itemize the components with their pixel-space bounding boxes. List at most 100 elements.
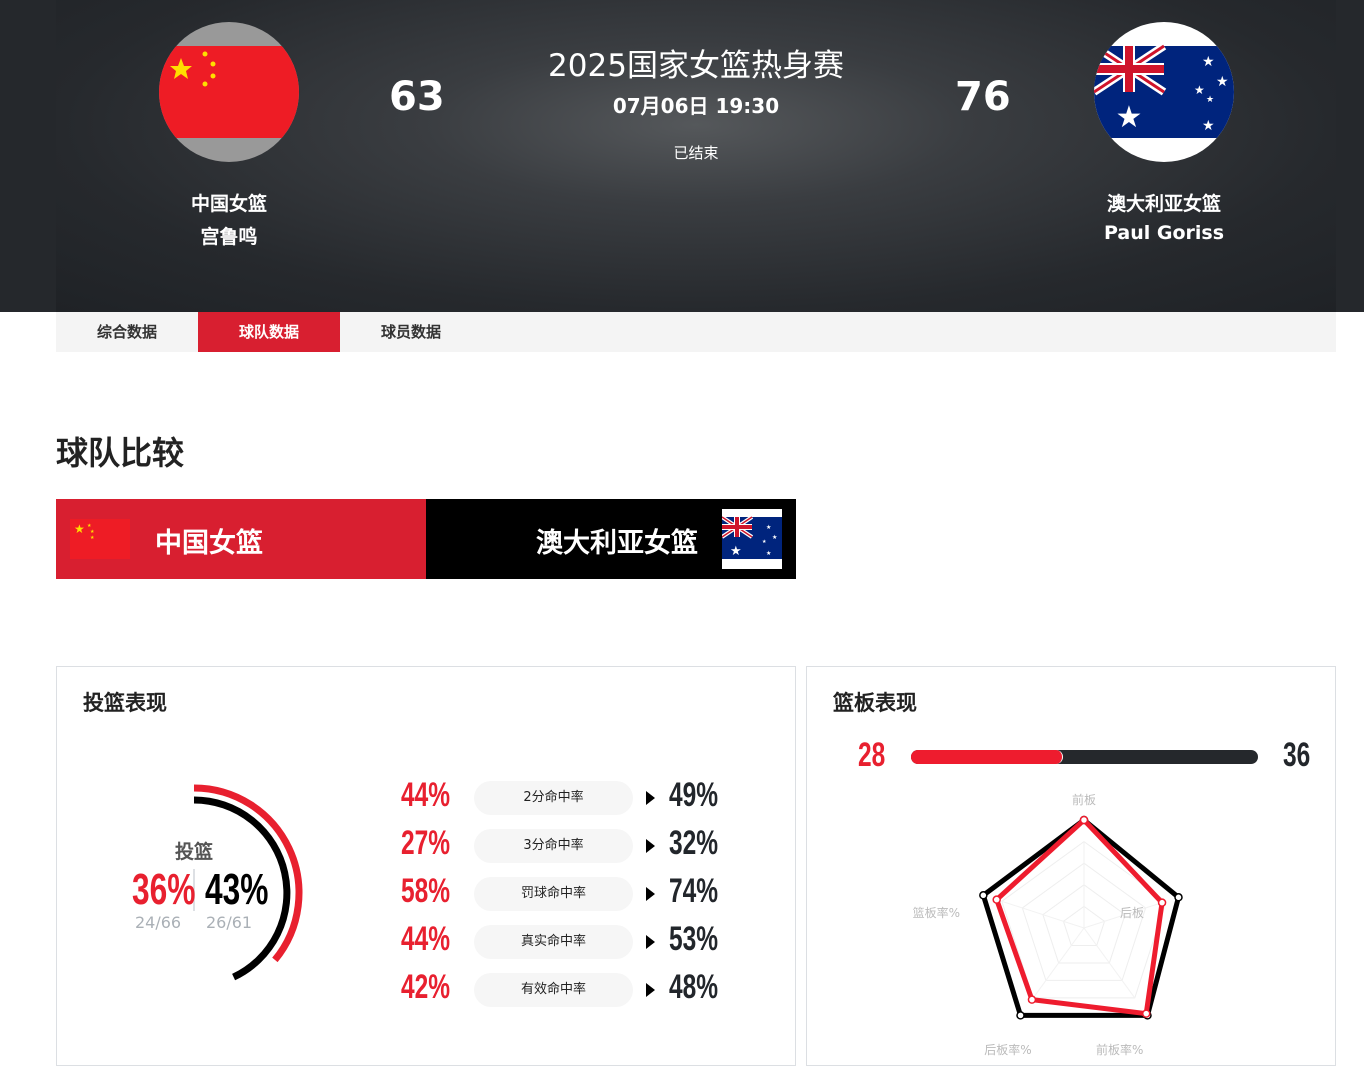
svg-text:★: ★ [1202, 54, 1215, 70]
stat-label: 3分命中率 [474, 829, 633, 863]
home-stat-value: 44% [401, 920, 451, 958]
home-team-name[interactable]: 中国女篮 [190, 193, 267, 215]
home-fg-made: 24/66 [135, 913, 182, 932]
home-stat-value: 42% [401, 968, 451, 1006]
radar-grid-ring [1042, 884, 1126, 964]
radar-axis-line [1083, 927, 1136, 999]
triangle-right-icon [646, 887, 655, 901]
shooting-label: 投篮 [174, 841, 213, 863]
tab-bar: 综合数据 球队数据 球员数据 [56, 312, 1336, 352]
home-score: 63 [389, 74, 445, 120]
home-compare-banner: ★ ★ ★ ★ 中国女篮 [56, 499, 426, 579]
stat-label: 2分命中率 [474, 781, 633, 815]
away-compare-name: 澳大利亚女篮 [536, 528, 698, 559]
home-radar-point [992, 895, 1001, 904]
shooting-stat-row: 44% 2分命中率 49% [57, 776, 757, 817]
radar-grid-ring [1021, 862, 1147, 981]
away-rebounds: 36 [1283, 736, 1311, 774]
svg-text:★: ★ [1194, 83, 1205, 97]
home-radar-point [1027, 995, 1037, 1004]
svg-text:★: ★ [1216, 74, 1229, 90]
match-title: 2025国家女篮热身赛 [548, 48, 844, 84]
rebound-bar [911, 750, 1258, 764]
china-flag-icon [159, 22, 299, 162]
away-radar-point [1016, 1011, 1025, 1020]
australia-flag-icon: ★ ★ ★ ★ ★ ★ [1094, 22, 1234, 162]
triangle-right-icon [646, 839, 655, 853]
shooting-stat-row: 42% 有效命中率 48% [57, 968, 757, 1009]
rebound-title: 篮板表现 [833, 691, 917, 715]
shooting-arc-chart [193, 784, 303, 981]
stat-label: 真实命中率 [474, 925, 633, 959]
svg-text:★: ★ [90, 529, 95, 535]
svg-text:★: ★ [1116, 100, 1143, 135]
home-fg-pct: 36% [132, 865, 196, 914]
away-stat-value: 49% [669, 776, 719, 814]
match-status: 已结束 [673, 144, 719, 162]
shooting-stat-row: 27% 3分命中率 32% [57, 824, 757, 865]
away-stat-value: 32% [669, 824, 719, 862]
divider [193, 869, 195, 911]
radar-axis-label: 前板 [1072, 792, 1096, 807]
triangle-right-icon [646, 935, 655, 949]
radar-axis-label: 篮板率% [913, 905, 960, 920]
home-radar-series [994, 817, 1165, 1017]
china-flag-icon: ★ ★★★ [70, 519, 130, 559]
shooting-stat-row: 44% 真实命中率 53% [57, 920, 757, 961]
triangle-right-icon [646, 983, 655, 997]
stat-label: 有效命中率 [474, 973, 633, 1007]
home-fg-arc [193, 784, 303, 963]
australia-flag-icon: ★★★★★ [722, 509, 782, 569]
radar-axis-label: 后板率% [984, 1042, 1031, 1057]
svg-text:★: ★ [772, 534, 777, 541]
radar-grid-ring [1062, 905, 1106, 946]
home-stat-value: 44% [401, 776, 451, 814]
svg-text:★: ★ [1206, 95, 1214, 105]
away-radar-point [979, 891, 988, 900]
home-coach: 宫鲁鸣 [200, 226, 258, 248]
svg-text:★: ★ [762, 539, 767, 545]
home-radar-point [1079, 815, 1089, 825]
match-datetime: 07月06日 19:30 [612, 94, 780, 118]
svg-text:★: ★ [1202, 118, 1215, 134]
svg-text:★: ★ [90, 535, 95, 541]
stat-label: 罚球命中率 [474, 877, 633, 911]
radar-axis-line [1001, 900, 1085, 929]
shooting-stat-row: 58% 罚球命中率 74% [57, 872, 757, 913]
section-title: 球队比较 [56, 434, 185, 472]
triangle-right-icon [646, 791, 655, 805]
away-fg-arc [193, 796, 291, 981]
home-radar-point [1141, 1009, 1151, 1018]
away-stat-value: 53% [669, 920, 719, 958]
match-header: ★ ★ ★ ★ ★ ★ 2025国家女篮热身赛 07月06日 19:30 已结束 63 7… [0, 0, 1364, 312]
home-rebounds: 28 [858, 736, 886, 774]
radar-axis-label: 后板 [1120, 906, 1144, 920]
home-compare-name: 中国女篮 [155, 528, 263, 559]
tab-overview[interactable]: 综合数据 [96, 323, 157, 341]
home-radar-point [1157, 898, 1167, 907]
tab-player-stats[interactable]: 球员数据 [380, 323, 441, 341]
away-team-name[interactable]: 澳大利亚女篮 [1106, 193, 1221, 215]
away-radar-point [1174, 893, 1183, 902]
away-radar-series [980, 817, 1181, 1018]
away-coach: Paul Goriss [1103, 222, 1225, 244]
home-stat-value: 58% [401, 872, 451, 910]
home-rebound-fill [911, 750, 1063, 764]
away-score: 76 [955, 74, 1011, 120]
tab-team-stats[interactable]: 球队数据 [198, 312, 340, 352]
svg-text:★: ★ [730, 544, 742, 559]
radar-axis-line [1032, 927, 1085, 999]
away-fg-pct: 43% [205, 865, 269, 914]
rebound-panel: 篮板表现 28 36 前板后板前板率% 后板率% 篮板率% [806, 666, 1336, 1066]
radar-axis-line [1083, 900, 1167, 929]
away-stat-value: 74% [669, 872, 719, 910]
svg-text:★: ★ [766, 524, 771, 531]
away-fg-made: 26/61 [206, 913, 253, 932]
shooting-title: 投篮表现 [83, 691, 167, 715]
away-compare-banner: 澳大利亚女篮 ★ ★ ★ ★ ★ [426, 499, 796, 579]
svg-text:★: ★ [766, 550, 771, 557]
radar-axis-label: 前板率% [1096, 1042, 1143, 1057]
svg-text:★: ★ [74, 522, 85, 536]
away-stat-value: 48% [669, 968, 719, 1006]
